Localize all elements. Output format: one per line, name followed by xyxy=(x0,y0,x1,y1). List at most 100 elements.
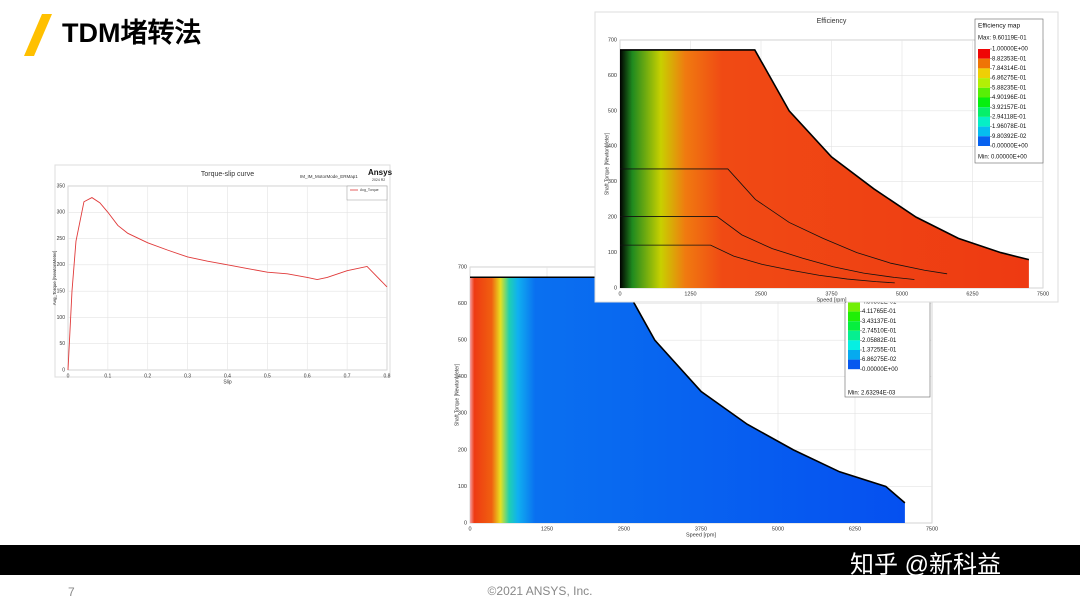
y-tick-label: 500 xyxy=(458,338,467,344)
y-tick-label: 100 xyxy=(57,315,66,321)
y-tick-label: 300 xyxy=(608,179,617,185)
y-tick-label: 500 xyxy=(608,108,617,114)
brand-version: 2024 R2 xyxy=(372,178,385,182)
page-number: 7 xyxy=(68,585,75,599)
colorbar-step xyxy=(848,340,860,350)
x-tick-label: 5000 xyxy=(896,291,908,297)
colorbar-step xyxy=(978,97,990,108)
colorbar-label: 7.84314E-01 xyxy=(992,66,1027,72)
data-line xyxy=(67,197,388,371)
colorbar-label: 9.80392E-02 xyxy=(992,134,1027,140)
y-axis-label: Shaft Torque [NewtonMeter] xyxy=(454,363,460,426)
y-tick-label: 350 xyxy=(57,183,66,189)
contour-fill xyxy=(620,49,1029,288)
y-tick-label: 700 xyxy=(458,264,467,270)
footer-bar xyxy=(0,545,1080,575)
colorbar-label: 5.88235E-01 xyxy=(992,85,1027,91)
x-axis-label: Speed [rpm] xyxy=(817,297,847,303)
colorbar-label: 1.00000E+00 xyxy=(992,47,1029,53)
y-tick-label: 0 xyxy=(614,285,617,291)
colorbar-max: Max: 9.60119E-01 xyxy=(978,36,1027,42)
y-tick-label: 600 xyxy=(608,73,617,79)
colorbar-label: 2.05882E-01 xyxy=(862,338,897,344)
slide-title: TDM堵转法 xyxy=(62,18,201,48)
x-tick-label: 6250 xyxy=(966,291,978,297)
colorbar-step xyxy=(978,68,990,79)
colorbar-label: 6.86275E-02 xyxy=(862,357,897,363)
contour-line xyxy=(620,216,915,280)
x-tick-label: 0 xyxy=(618,291,621,297)
x-tick-label: 2500 xyxy=(755,291,767,297)
y-tick-label: 200 xyxy=(458,447,467,453)
colorbar-step xyxy=(978,136,990,146)
colorbar-min: Min: 0.00000E+00 xyxy=(978,155,1028,161)
y-tick-label: 250 xyxy=(57,236,66,242)
y-tick-label: 300 xyxy=(458,411,467,417)
x-tick-label: 7500 xyxy=(926,526,938,532)
colorbar-label: 3.43137E-01 xyxy=(862,319,897,325)
colorbar-label: 3.92157E-01 xyxy=(992,105,1027,111)
colorbar-step xyxy=(978,49,990,59)
y-axis-label: Avg_Torque [NewtonMeter] xyxy=(52,251,57,305)
y-tick-label: 100 xyxy=(458,484,467,490)
charts: 0 50 100 150 200 250 300 350 0 0.1 0.2 0.3 0.4 0.5 0.6… xyxy=(52,11,1059,540)
brand: Ansys xyxy=(368,168,393,177)
colorbar-label: 0.00000E+00 xyxy=(992,144,1029,150)
colorbar-step xyxy=(848,302,860,312)
x-tick-label: 0.4 xyxy=(224,373,231,379)
y-tick-label: 0 xyxy=(62,367,65,373)
colorbar-label: 8.82353E-01 xyxy=(992,56,1027,62)
chart-title: Torque-slip curve xyxy=(201,171,254,178)
colorbar-step xyxy=(978,78,990,88)
x-tick-label: 0.7 xyxy=(344,373,351,379)
colorbar-step xyxy=(978,126,990,137)
y-tick-label: 200 xyxy=(57,262,66,268)
colorbar-step xyxy=(848,321,860,331)
chart-subtitle: IM_IM_MotorMode_ERMap1 xyxy=(300,174,358,179)
y-tick-label: 700 xyxy=(608,37,617,43)
y-tick-label: 100 xyxy=(608,250,617,256)
y-tick-label: 200 xyxy=(608,215,617,221)
colorbar-step xyxy=(848,311,860,322)
envelope-line xyxy=(620,49,1030,261)
colorbar-label: 4.80392E-01 xyxy=(862,300,897,306)
watermark: 知乎 @新科益 xyxy=(850,551,1001,578)
contour-line xyxy=(620,244,895,284)
colorbar-label: 6.86275E-01 xyxy=(992,76,1027,82)
x-tick-label: 5000 xyxy=(772,526,784,532)
x-tick-label: 3750 xyxy=(695,526,707,532)
colorbar-label: 0.00000E+00 xyxy=(862,367,899,373)
colorbar-step xyxy=(978,116,990,127)
y-tick-label: 50 xyxy=(59,341,65,347)
contour-fill xyxy=(470,277,905,523)
colorbar-min: Min: 2.63294E-03 xyxy=(848,391,896,397)
legend-box xyxy=(346,185,388,201)
x-tick-label: 3750 xyxy=(825,291,837,297)
x-tick-label: 2500 xyxy=(618,526,630,532)
colorbar-step xyxy=(978,87,990,98)
colorbar-step xyxy=(848,359,860,370)
x-tick-label: 7500 xyxy=(1037,291,1049,297)
colorbar-step xyxy=(978,107,990,117)
colorbar-label: 4.90196E-01 xyxy=(992,95,1027,101)
x-tick-label: 0.6 xyxy=(304,373,311,379)
colorbar-label: 1.96078E-01 xyxy=(992,124,1027,130)
colorbar-label: 1.37255E-01 xyxy=(862,348,897,354)
y-tick-label: 400 xyxy=(458,374,467,380)
x-tick-label: 0.5 xyxy=(264,373,271,379)
x-tick-label: 6250 xyxy=(849,526,861,532)
x-axis-label: Speed [rpm] xyxy=(686,532,716,538)
x-tick-label: 0 xyxy=(67,373,70,379)
contour-line xyxy=(620,168,948,275)
legend-label: Avg_Torque xyxy=(360,188,379,192)
colorbar-label: 2.74510E-01 xyxy=(862,328,897,334)
colorbar-label: 4.11765E-01 xyxy=(862,309,897,315)
y-tick-label: 400 xyxy=(608,144,617,150)
y-tick-label: 0 xyxy=(464,520,467,526)
x-tick-label: 0 xyxy=(468,526,471,532)
y-tick-label: 300 xyxy=(57,210,66,216)
x-tick-label: 0.2 xyxy=(144,373,151,379)
y-tick-label: 600 xyxy=(458,301,467,307)
